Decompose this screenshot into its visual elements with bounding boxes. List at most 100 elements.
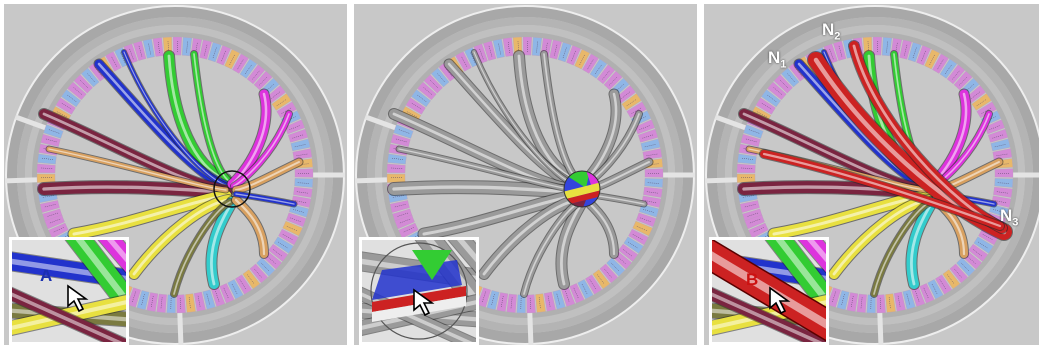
leaf-node — [235, 274, 252, 295]
panel-c-highlighted-bundle: N1 N2 N3 B — [704, 4, 1039, 345]
leaf-node — [142, 38, 155, 59]
inset-letter-a: A — [40, 266, 53, 285]
leaf-node — [932, 53, 949, 74]
leaf-node — [247, 64, 266, 85]
leaf-node — [632, 220, 653, 237]
zoom-inset-c: B — [709, 237, 829, 345]
leaf-node — [202, 289, 216, 310]
leaf-node — [990, 138, 1011, 152]
radial-bundle-diagram-a — [5, 5, 345, 345]
focus-lens-circle[interactable] — [213, 170, 251, 208]
inset-bundles-c — [712, 240, 826, 342]
leaf-node — [574, 49, 590, 70]
leaf-node — [61, 89, 81, 108]
leaf-node — [55, 97, 76, 115]
inset-letter-c: B — [746, 270, 759, 289]
leaf-node — [294, 178, 314, 188]
leaf-node — [483, 40, 497, 61]
cursor-arrow-icon — [67, 284, 89, 313]
leaf-node — [585, 274, 602, 295]
leaf-node — [36, 173, 56, 183]
leaf-node — [902, 289, 916, 310]
cursor-arrow-icon — [413, 288, 435, 317]
leaf-node — [603, 70, 623, 91]
leaf-node — [623, 236, 644, 254]
leaf-node — [971, 93, 992, 111]
leaf-node — [637, 128, 658, 143]
leaf-node — [621, 93, 642, 111]
leaf-node — [287, 128, 308, 143]
olive-bundle-highlight — [873, 201, 931, 295]
leaf-node — [577, 279, 594, 300]
blue-bundle-2-highlight — [123, 51, 229, 187]
leaf-node — [455, 51, 472, 72]
node-label-n2: N2 — [822, 20, 841, 43]
leaf-node — [640, 138, 661, 152]
green-bundle-2-highlight — [193, 53, 231, 183]
leaf-node — [506, 293, 517, 313]
leaf-node — [924, 49, 940, 70]
leaf-node — [953, 70, 973, 91]
leaf-node — [194, 291, 206, 312]
leaf-node — [739, 200, 760, 213]
leaf-node — [628, 228, 649, 246]
leaf-node — [626, 101, 647, 119]
leaf-node — [589, 58, 608, 79]
radial-bundle-diagram-c — [705, 5, 1039, 345]
zoom-inset-b — [359, 237, 479, 345]
leaf-node — [876, 294, 886, 314]
inset-lens-circle — [370, 242, 468, 340]
leaf-node — [276, 101, 297, 119]
leaf-node — [644, 168, 664, 178]
leaf-node — [781, 67, 800, 88]
leaf-node — [767, 81, 787, 101]
leaf-node — [417, 81, 437, 101]
leaf-node — [36, 163, 56, 174]
leaf-node — [748, 222, 769, 239]
leaf-node — [736, 173, 756, 183]
cursor-arrow-icon — [769, 286, 791, 315]
leaf-node — [278, 228, 299, 246]
leaf-node — [67, 81, 87, 101]
leaf-node — [232, 53, 249, 74]
red-highlight-bundle-3-highlight — [762, 152, 1002, 228]
leaf-node — [761, 89, 781, 108]
tan-bundle-highlight — [235, 161, 300, 191]
leaf-node — [219, 283, 235, 304]
leaf-node — [405, 97, 426, 115]
leaf-node — [411, 89, 431, 108]
leaf-node — [290, 138, 311, 152]
leaf-node — [872, 36, 882, 56]
leaf-node — [592, 269, 611, 290]
leaf-node — [987, 128, 1008, 143]
leaf-node — [976, 101, 997, 119]
leaf-node — [294, 168, 314, 178]
radial-bundle-diagram-b — [355, 5, 695, 345]
leaf-node — [552, 289, 566, 310]
hierarchy-ring — [5, 5, 345, 345]
leaf-node — [386, 173, 406, 183]
leaf-node — [744, 214, 765, 230]
leaf-node — [935, 274, 952, 295]
leaf-node — [227, 279, 244, 300]
leaf-node — [156, 293, 167, 313]
leaf-node — [994, 168, 1014, 178]
leaf-node — [176, 294, 186, 314]
green-bundle-highlight — [167, 54, 228, 181]
leaf-node — [644, 178, 664, 188]
magenta-bundle-2-highlight — [233, 113, 290, 187]
panel-a-colored-bundles: A — [4, 4, 347, 345]
leaf-node — [856, 293, 867, 313]
leaf-node — [386, 163, 406, 174]
leaf-node — [544, 291, 556, 312]
leaf-node — [431, 67, 450, 88]
leaf-node — [152, 37, 164, 57]
leaf-node — [736, 163, 756, 174]
leaf-node — [526, 294, 536, 314]
leaf-node — [273, 236, 294, 254]
leaf-node — [885, 293, 896, 313]
leaf-node — [389, 200, 410, 213]
leaf-node — [522, 36, 532, 56]
leaf-node — [423, 74, 443, 94]
leaf-node — [253, 70, 273, 91]
